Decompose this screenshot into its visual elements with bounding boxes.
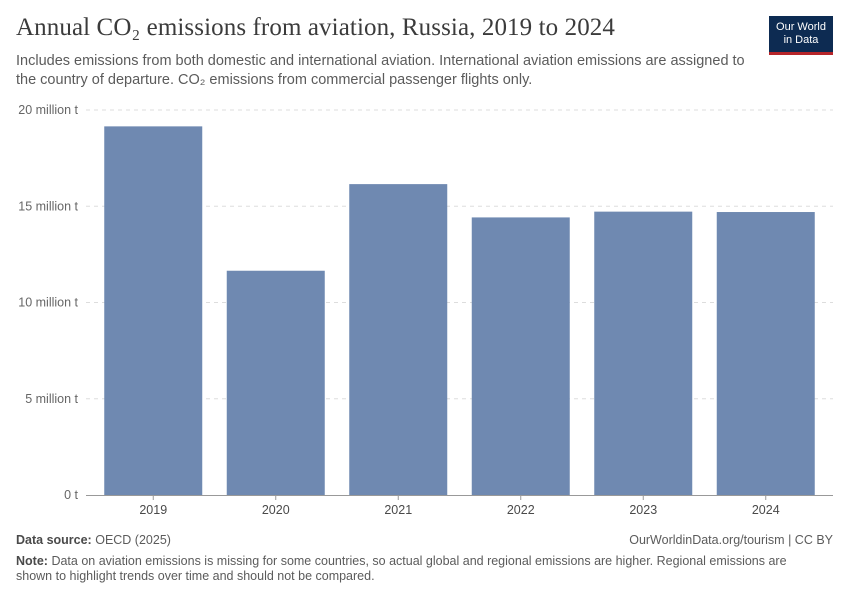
bar-2020[interactable] bbox=[226, 270, 325, 495]
bar-2021[interactable] bbox=[349, 184, 448, 496]
bar-chart: 0 t 5 million t 10 million t 15 million t 20… bbox=[18, 103, 833, 517]
y-axis-labels: 0 t 5 million t 10 million t 15 million t 20… bbox=[18, 103, 78, 502]
y-tick-label: 20 million t bbox=[18, 103, 78, 117]
y-tick-label: 10 million t bbox=[18, 296, 78, 310]
bar-2024[interactable] bbox=[716, 212, 815, 495]
bar-2019[interactable] bbox=[104, 126, 203, 496]
logo-line-1: Our World bbox=[776, 21, 826, 33]
x-tick-label: 2024 bbox=[752, 503, 780, 517]
chart-title: Annual CO₂ emissions from aviation, Russ… bbox=[16, 14, 616, 41]
x-tick-label: 2019 bbox=[139, 503, 167, 517]
chart-note: Note: Data on aviation emissions is miss… bbox=[16, 554, 816, 584]
note-label: Note: bbox=[16, 554, 48, 568]
chart-subtitle: Includes emissions from both domestic an… bbox=[16, 53, 745, 88]
x-tick-label: 2022 bbox=[507, 503, 535, 517]
bars bbox=[104, 126, 815, 496]
x-axis-labels: 2019 2020 2021 2022 2023 2024 bbox=[139, 495, 780, 517]
y-tick-label: 15 million t bbox=[18, 199, 78, 213]
y-tick-label: 5 million t bbox=[25, 392, 78, 406]
source-url[interactable]: OurWorldinData.org/tourism | CC BY bbox=[629, 533, 833, 547]
x-tick-label: 2020 bbox=[262, 503, 290, 517]
bar-2023[interactable] bbox=[594, 211, 693, 495]
note-text: Data on aviation emissions is missing fo… bbox=[16, 554, 787, 583]
y-tick-label: 0 t bbox=[64, 488, 78, 502]
data-source: Data source: OECD (2025) bbox=[16, 533, 171, 547]
x-tick-label: 2023 bbox=[629, 503, 657, 517]
bar-2022[interactable] bbox=[471, 217, 570, 496]
owid-logo[interactable]: Our World in Data bbox=[769, 16, 833, 55]
data-source-value[interactable]: OECD (2025) bbox=[95, 533, 171, 547]
x-tick-label: 2021 bbox=[384, 503, 412, 517]
logo-line-2: in Data bbox=[783, 34, 819, 46]
data-source-label: Data source: bbox=[16, 533, 92, 547]
